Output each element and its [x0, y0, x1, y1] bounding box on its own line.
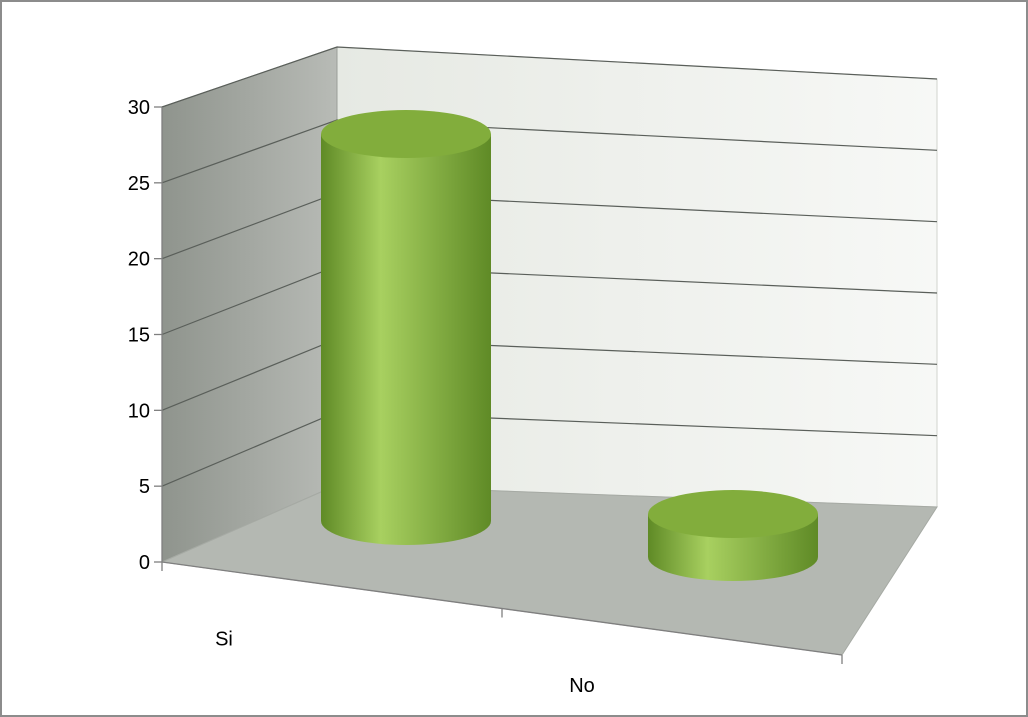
- side-wall: [161, 46, 338, 563]
- y-tick-label-5: 5: [139, 476, 150, 498]
- bar-top-si: [321, 110, 491, 158]
- bar-body-si: [321, 134, 491, 545]
- y-tick-label-20: 20: [128, 249, 150, 271]
- y-tick-label-15: 15: [128, 325, 150, 347]
- bar-top-no: [648, 490, 818, 538]
- x-tick-label-no: No: [569, 675, 595, 697]
- bar-no: [648, 490, 818, 581]
- gridline-30: [161, 46, 938, 108]
- y-tick-label-0: 0: [139, 552, 150, 574]
- bar-si: [321, 110, 491, 545]
- y-tick-label-10: 10: [128, 400, 150, 422]
- y-tick-label-30: 30: [128, 97, 150, 119]
- y-tick-label-25: 25: [128, 173, 150, 195]
- floor: [160, 484, 938, 656]
- x-tick-label-si: Si: [215, 628, 233, 650]
